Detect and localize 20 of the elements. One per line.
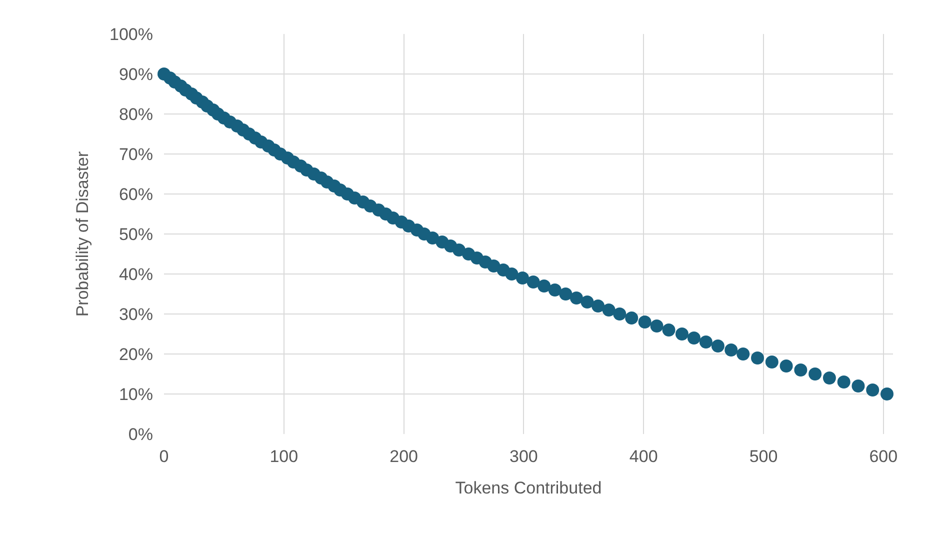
x-tick-label: 400 bbox=[629, 447, 658, 466]
y-tick-label: 20% bbox=[118, 344, 153, 364]
y-axis-title: Probability of Disaster bbox=[73, 150, 92, 317]
y-tick-label: 90% bbox=[118, 64, 153, 84]
x-tick-label: 300 bbox=[510, 447, 538, 466]
x-tick-label: 500 bbox=[749, 447, 778, 466]
x-axis-title: Tokens Contributed bbox=[455, 478, 602, 498]
y-tick-label: 10% bbox=[118, 384, 153, 404]
y-tick-label: 70% bbox=[118, 144, 153, 164]
y-tick-label: 50% bbox=[118, 224, 153, 244]
y-tick-label: 60% bbox=[118, 184, 153, 204]
x-tick-label: 100 bbox=[270, 447, 298, 466]
y-tick-label: 40% bbox=[118, 264, 153, 284]
y-tick-label: 30% bbox=[118, 304, 153, 324]
x-tick-label: 600 bbox=[869, 447, 898, 466]
x-tick-label: 0 bbox=[159, 447, 169, 466]
x-tick-label: 200 bbox=[390, 447, 418, 466]
y-tick-label: 80% bbox=[118, 104, 153, 124]
y-tick-label: 0% bbox=[128, 424, 153, 444]
y-tick-label: 100% bbox=[110, 24, 153, 44]
